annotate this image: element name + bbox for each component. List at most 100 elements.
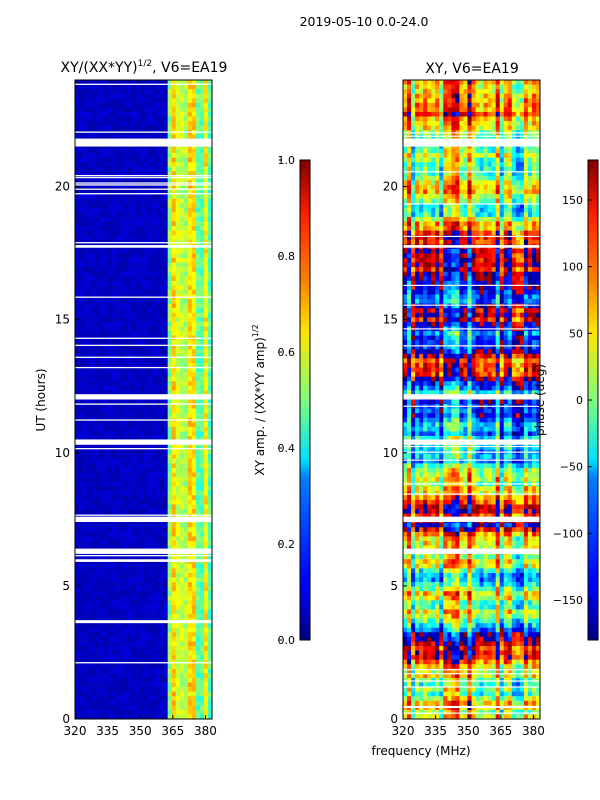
amplitude-cell <box>115 609 120 615</box>
amplitude-cell <box>203 422 209 428</box>
amplitude-cell <box>75 157 80 163</box>
amplitude-cell <box>127 194 132 200</box>
amplitude-cell <box>95 111 100 117</box>
amplitude-cell <box>191 700 197 706</box>
amplitude-cell <box>195 445 201 451</box>
amplitude-cell <box>119 691 124 697</box>
amplitude-cell <box>83 527 88 533</box>
amplitude-cell <box>79 157 84 163</box>
amplitude-cell <box>203 212 209 218</box>
amplitude-cell <box>135 317 140 323</box>
amplitude-cell <box>195 107 201 113</box>
amplitude-cell <box>131 89 136 95</box>
amplitude-cell <box>127 495 132 501</box>
amplitude-cell <box>139 171 144 177</box>
amplitude-cell <box>171 102 177 108</box>
amplitude-cell <box>119 267 124 273</box>
amplitude-cell <box>163 125 169 131</box>
amplitude-cell <box>155 449 161 455</box>
amplitude-cell <box>191 623 197 629</box>
amplitude-cell <box>179 563 185 569</box>
amplitude-cell <box>111 645 116 651</box>
amplitude-cell <box>127 458 132 464</box>
amplitude-cell <box>127 84 132 90</box>
amplitude-cell <box>155 399 161 405</box>
amplitude-cell <box>179 221 185 227</box>
amplitude-cell <box>119 121 124 127</box>
amplitude-cell <box>187 677 193 683</box>
amplitude-cell <box>175 362 181 368</box>
amplitude-cell <box>175 358 181 364</box>
amplitude-cell <box>187 326 193 332</box>
amplitude-cell <box>83 568 88 574</box>
amplitude-flag-line <box>75 83 212 85</box>
amplitude-cell <box>139 385 144 391</box>
amplitude-cell <box>79 299 84 305</box>
amplitude-cell <box>91 358 96 364</box>
amplitude-cell <box>147 627 152 633</box>
amplitude-cell <box>147 230 152 236</box>
amplitude-cell <box>123 248 128 254</box>
amplitude-cell <box>83 153 88 158</box>
amplitude-cell <box>163 93 169 99</box>
phase-cell <box>531 80 537 85</box>
amplitude-cell <box>127 700 132 706</box>
amplitude-cell <box>83 600 88 606</box>
amplitude-cell <box>111 527 116 533</box>
amplitude-cell <box>199 353 205 359</box>
amplitude-cell <box>91 431 96 437</box>
amplitude-cell <box>167 317 173 323</box>
amplitude-cell <box>91 609 96 615</box>
amplitude-cell <box>119 385 124 391</box>
amplitude-cell <box>127 166 132 172</box>
amplitude-cell <box>167 467 173 473</box>
phase-cell <box>495 84 501 90</box>
amplitude-cell <box>195 595 201 601</box>
amplitude-cell <box>167 536 173 542</box>
amplitude-cell <box>163 317 169 323</box>
amplitude-cell <box>143 636 148 642</box>
amplitude-cell <box>127 454 132 460</box>
amplitude-cell <box>207 381 213 387</box>
amplitude-cell <box>131 591 136 597</box>
amplitude-cell <box>179 89 185 95</box>
amplitude-cell <box>175 221 181 227</box>
amplitude-cell <box>111 153 116 158</box>
amplitude-cell <box>203 271 209 277</box>
amplitude-cell <box>103 372 108 378</box>
amplitude-cell <box>167 153 173 158</box>
amplitude-cell <box>151 454 156 460</box>
phase-cell <box>511 93 517 99</box>
amplitude-cell <box>195 609 201 615</box>
amplitude-cell <box>179 700 185 706</box>
amplitude-cell <box>155 121 161 127</box>
amplitude-cell <box>179 668 185 674</box>
phase-cell <box>407 80 412 85</box>
amplitude-cell <box>95 554 100 560</box>
amplitude-cell <box>99 390 104 396</box>
amplitude-cell <box>131 655 136 661</box>
amplitude-cell <box>195 321 201 327</box>
phase-cell <box>487 98 493 104</box>
amplitude-cell <box>179 207 185 213</box>
amplitude-cell <box>111 248 116 254</box>
amplitude-cell <box>83 98 88 104</box>
amplitude-cell <box>95 673 100 679</box>
amplitude-cell <box>159 531 165 537</box>
amplitude-cell <box>207 326 213 332</box>
figure-suptitle: 2019-05-10 0.0-24.0 <box>300 14 429 29</box>
amplitude-cell <box>147 509 152 515</box>
amplitude-cell <box>111 376 116 382</box>
amplitude-cell <box>111 116 116 122</box>
amplitude-cell <box>103 289 108 295</box>
amplitude-cell <box>151 650 156 656</box>
amplitude-cell <box>131 349 136 355</box>
amplitude-cell <box>103 212 108 218</box>
amplitude-cell <box>135 673 140 679</box>
amplitude-cell <box>123 477 128 483</box>
amplitude-cell <box>187 568 193 574</box>
amplitude-cell <box>179 509 185 515</box>
amplitude-cell <box>139 536 144 542</box>
amplitude-cell <box>163 463 169 469</box>
amplitude-cell <box>151 495 156 501</box>
